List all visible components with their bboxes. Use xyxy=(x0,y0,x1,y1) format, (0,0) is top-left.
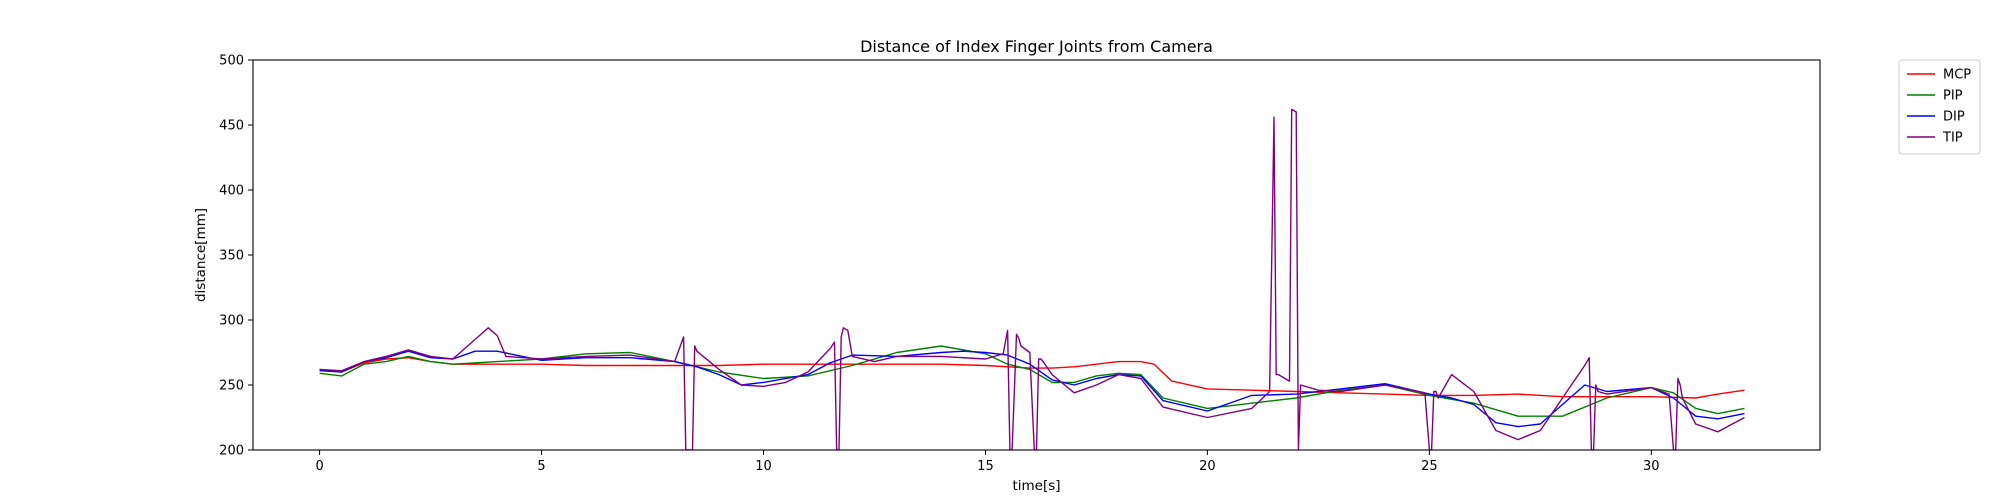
x-tick-label: 5 xyxy=(537,459,545,474)
series-line-tip xyxy=(319,108,1745,450)
legend-box xyxy=(1898,59,1981,155)
x-tick-label: 0 xyxy=(315,459,323,474)
legend: MCP PIP DIP TIP xyxy=(1898,59,1981,155)
chart-title: Distance of Index Finger Joints from Cam… xyxy=(860,37,1213,56)
series-layer xyxy=(319,108,1745,450)
x-tick-label: 30 xyxy=(1643,459,1660,474)
legend-label-pip: PIP xyxy=(1943,89,1963,104)
x-tick-label: 25 xyxy=(1421,459,1438,474)
plot-frame xyxy=(252,59,1821,451)
y-tick-label: 300 xyxy=(219,314,244,329)
y-tick-label: 400 xyxy=(219,184,244,199)
series-line-pip xyxy=(319,345,1745,417)
x-tick-label: 10 xyxy=(755,459,772,474)
legend-label-dip: DIP xyxy=(1943,110,1965,125)
x-tick-label: 20 xyxy=(1199,459,1216,474)
y-tick-label: 500 xyxy=(219,54,244,69)
x-tick-label: 15 xyxy=(977,459,994,474)
y-tick-label: 250 xyxy=(219,379,244,394)
legend-label-mcp: MCP xyxy=(1943,68,1971,83)
series-line-mcp xyxy=(319,357,1745,399)
x-axis-label: time[s] xyxy=(1012,478,1060,494)
legend-label-tip: TIP xyxy=(1942,131,1963,146)
y-tick-label: 450 xyxy=(219,119,244,134)
ticks-layer: 0 5 10 15 20 25 30 200 250 300 350 400 450 500 xyxy=(219,54,1659,475)
y-axis-label: distance[mm] xyxy=(193,208,209,302)
y-tick-label: 350 xyxy=(219,249,244,264)
y-tick-label: 200 xyxy=(219,444,244,459)
